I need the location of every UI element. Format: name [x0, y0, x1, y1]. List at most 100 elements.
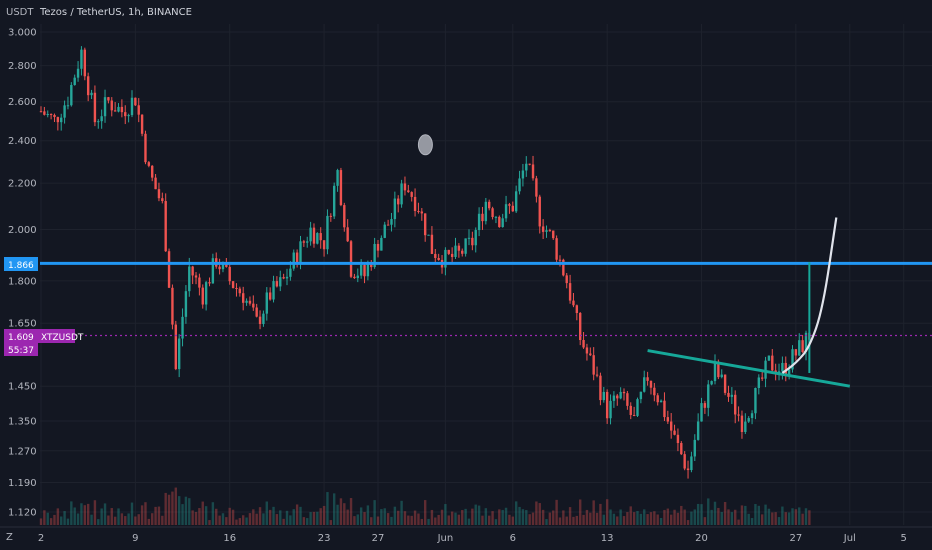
- candle[interactable]: [703, 400, 707, 414]
- candle[interactable]: [552, 230, 555, 240]
- candle[interactable]: [201, 284, 204, 309]
- candle[interactable]: [302, 239, 306, 247]
- candle[interactable]: [686, 460, 690, 479]
- candle[interactable]: [568, 274, 572, 304]
- candle[interactable]: [370, 259, 373, 271]
- candle[interactable]: [720, 369, 723, 379]
- candle[interactable]: [737, 406, 740, 422]
- candle[interactable]: [242, 286, 245, 311]
- candle[interactable]: [275, 276, 279, 288]
- candle[interactable]: [66, 96, 70, 110]
- candle[interactable]: [285, 268, 289, 286]
- drawings[interactable]: [40, 134, 932, 388]
- candle[interactable]: [420, 208, 424, 221]
- candle[interactable]: [666, 410, 670, 424]
- candle[interactable]: [707, 380, 710, 417]
- candle[interactable]: [107, 96, 110, 104]
- candle[interactable]: [525, 156, 528, 177]
- candle[interactable]: [306, 236, 309, 248]
- candle[interactable]: [612, 391, 616, 408]
- candle[interactable]: [211, 253, 215, 284]
- candle[interactable]: [46, 110, 49, 118]
- candle[interactable]: [410, 191, 413, 202]
- candle[interactable]: [798, 333, 801, 357]
- candle[interactable]: [696, 413, 700, 441]
- candle[interactable]: [555, 235, 558, 264]
- candle[interactable]: [279, 270, 282, 292]
- candle[interactable]: [124, 105, 127, 125]
- candle[interactable]: [538, 194, 541, 234]
- candle[interactable]: [151, 165, 154, 182]
- candle[interactable]: [191, 265, 194, 285]
- candle[interactable]: [599, 372, 602, 406]
- candle[interactable]: [268, 287, 272, 301]
- candle[interactable]: [204, 280, 208, 311]
- candle[interactable]: [616, 393, 619, 406]
- candle[interactable]: [504, 195, 508, 222]
- candle[interactable]: [326, 209, 329, 255]
- candle[interactable]: [649, 380, 653, 395]
- candle[interactable]: [265, 287, 268, 321]
- candle[interactable]: [56, 116, 60, 131]
- candle[interactable]: [565, 273, 568, 289]
- candle[interactable]: [461, 248, 464, 257]
- candle[interactable]: [238, 286, 242, 297]
- candle[interactable]: [622, 388, 626, 401]
- candle[interactable]: [316, 232, 319, 245]
- candle[interactable]: [407, 184, 410, 193]
- candle[interactable]: [484, 197, 488, 225]
- candle[interactable]: [619, 387, 622, 400]
- candle[interactable]: [595, 366, 599, 378]
- candle[interactable]: [397, 195, 400, 213]
- candle[interactable]: [383, 221, 386, 239]
- candle[interactable]: [39, 106, 43, 113]
- candle[interactable]: [643, 370, 646, 393]
- candle[interactable]: [167, 248, 171, 289]
- candle[interactable]: [430, 226, 434, 255]
- candle[interactable]: [794, 349, 798, 361]
- candle[interactable]: [198, 273, 201, 296]
- candle[interactable]: [83, 47, 87, 81]
- candle[interactable]: [86, 72, 90, 102]
- candle[interactable]: [157, 182, 161, 202]
- candle[interactable]: [154, 174, 157, 190]
- candle[interactable]: [319, 227, 322, 249]
- candle[interactable]: [744, 413, 747, 435]
- candle[interactable]: [184, 285, 188, 324]
- candle[interactable]: [127, 113, 130, 123]
- candle[interactable]: [730, 387, 734, 404]
- candle[interactable]: [669, 413, 673, 439]
- candle[interactable]: [43, 106, 46, 116]
- candle[interactable]: [93, 85, 97, 127]
- candle[interactable]: [90, 89, 93, 100]
- candle[interactable]: [386, 219, 390, 226]
- candle[interactable]: [60, 113, 63, 131]
- candle[interactable]: [656, 393, 659, 406]
- candle[interactable]: [161, 192, 164, 204]
- candle[interactable]: [228, 264, 231, 285]
- candle[interactable]: [174, 320, 177, 371]
- candle[interactable]: [602, 386, 605, 403]
- candles[interactable]: [39, 46, 811, 479]
- candle[interactable]: [713, 354, 717, 385]
- candle[interactable]: [562, 258, 565, 277]
- candle[interactable]: [144, 130, 147, 165]
- candle[interactable]: [605, 389, 609, 424]
- candle[interactable]: [113, 102, 117, 112]
- candle[interactable]: [437, 253, 440, 261]
- candle[interactable]: [518, 170, 521, 195]
- candle[interactable]: [511, 201, 514, 212]
- candle[interactable]: [680, 441, 683, 456]
- candle[interactable]: [639, 391, 643, 404]
- candle[interactable]: [784, 356, 787, 382]
- candle[interactable]: [447, 249, 450, 256]
- candle[interactable]: [393, 191, 397, 228]
- candle[interactable]: [282, 273, 285, 280]
- candle[interactable]: [528, 163, 531, 166]
- candle[interactable]: [444, 247, 447, 276]
- candle[interactable]: [49, 113, 53, 120]
- candle[interactable]: [63, 100, 66, 124]
- candle[interactable]: [403, 176, 407, 196]
- candle[interactable]: [262, 310, 265, 327]
- candle[interactable]: [464, 238, 467, 257]
